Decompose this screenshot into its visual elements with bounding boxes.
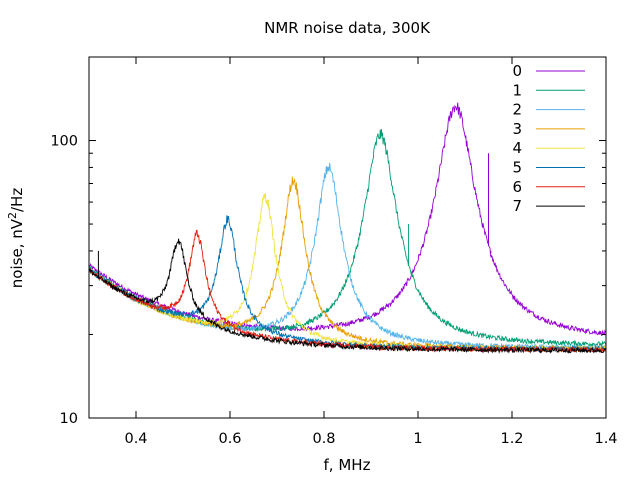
legend-label-7: 7 [512, 197, 522, 215]
y-tick-label: 100 [50, 134, 78, 150]
legend-label-4: 4 [512, 139, 522, 157]
series-line-2 [88, 162, 607, 352]
x-tick-label: 1 [413, 431, 422, 447]
y-axis-label-suffix: /Hz [8, 188, 26, 212]
y-axis-label: noise, nV2/Hz [6, 188, 26, 289]
legend-label-6: 6 [512, 178, 522, 196]
chart-title: NMR noise data, 300K [264, 19, 431, 37]
x-tick-label: 0.4 [124, 431, 147, 447]
x-tick-label: 1.4 [594, 431, 617, 447]
legend-label-5: 5 [512, 159, 522, 177]
x-tick-label: 0.6 [218, 431, 241, 447]
series-line-7 [88, 238, 607, 354]
legend-label-2: 2 [512, 101, 522, 119]
x-axis: 0.4 0.6 0.8 1 1.2 1.4 [124, 57, 618, 447]
series-line-0 [88, 102, 607, 336]
y-axis-label-sup: 2 [6, 212, 19, 219]
x-tick-label: 0.8 [312, 431, 335, 447]
legend-label-0: 0 [512, 62, 522, 80]
plot-frame [88, 56, 607, 419]
plot-series [88, 102, 607, 354]
legend: 01 234 567 [512, 62, 585, 215]
x-tick-label: 1.2 [500, 431, 523, 447]
y-axis: 10 100 [50, 134, 606, 427]
y-tick-label: 10 [60, 411, 78, 427]
legend-label-3: 3 [512, 120, 522, 138]
y-axis-label-prefix: noise, nV [8, 218, 26, 288]
legend-label-1: 1 [512, 81, 522, 99]
series-line-4 [88, 193, 607, 353]
x-axis-label: f, MHz [324, 456, 371, 474]
